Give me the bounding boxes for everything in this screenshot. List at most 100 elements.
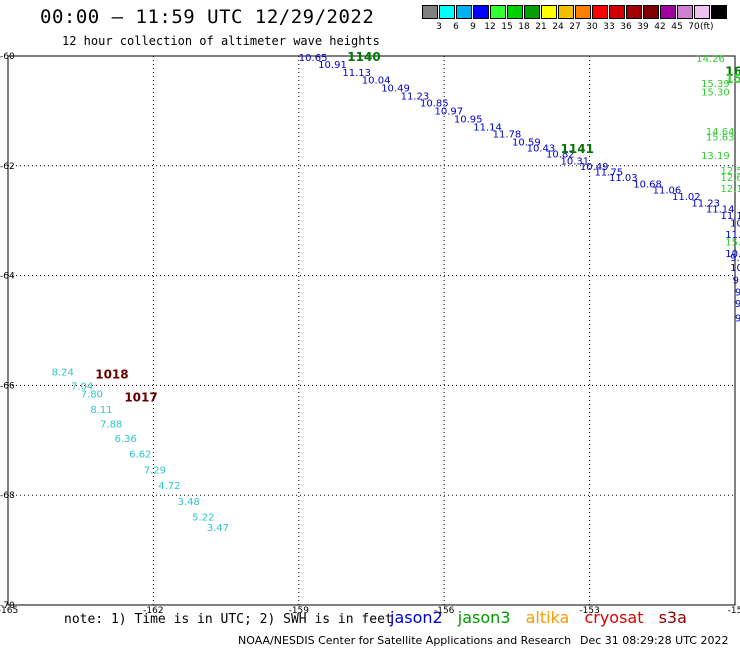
color-swatch <box>422 5 438 19</box>
wave-height-label: 11.57 <box>725 230 740 241</box>
wave-height-label: 10.43 <box>527 144 556 155</box>
color-scale-label: 24 <box>552 22 564 32</box>
wave-height-label: 8.24 <box>52 368 74 379</box>
generation-timestamp: Dec 31 08:29:28 UTC 2022 <box>580 634 729 647</box>
color-swatch <box>643 5 659 19</box>
wave-height-label: 3.47 <box>207 523 229 534</box>
color-swatch <box>609 5 625 19</box>
wave-height-label: 15. <box>725 238 740 249</box>
color-scale-label: 21 <box>535 22 547 32</box>
satellite-label-jason3: jason3 <box>457 608 511 627</box>
page-subtitle: 12 hour collection of altimeter wave hei… <box>62 34 380 48</box>
wave-height-label: 9. <box>733 275 740 286</box>
wave-height-label: 14.26 <box>696 54 725 65</box>
color-scale-label: 42 <box>654 22 666 32</box>
track-time-label: 1018 <box>95 367 128 381</box>
color-swatch <box>490 5 506 19</box>
longitude-tick-label: -159 <box>289 606 310 616</box>
track-time-label: 1141 <box>561 142 594 156</box>
wave-height-label: 4.72 <box>158 481 180 492</box>
satellite-legend: jason2 jason3 altika cryosat s3a <box>390 608 697 627</box>
wave-height-label: 10.3 <box>730 263 740 274</box>
wave-height-label: 10 <box>730 218 740 229</box>
wave-height-label: 10.49 <box>580 162 609 173</box>
color-scale-label: 27 <box>569 22 581 32</box>
wave-height-label: 11.75 <box>594 167 623 178</box>
color-scale-label: 6 <box>453 22 459 32</box>
color-swatch <box>694 5 710 19</box>
wave-height-label: 5.22 <box>192 513 214 524</box>
wave-height-label: 10.85 <box>420 99 449 110</box>
color-scale-label: 30 <box>586 22 598 32</box>
color-swatch <box>558 5 574 19</box>
wave-height-label: 7.80 <box>81 390 103 401</box>
color-scale-label: 36 <box>620 22 632 32</box>
color-swatch <box>575 5 591 19</box>
wave-height-label: 6.62 <box>129 449 151 460</box>
wave-height-label: 11.16 <box>720 211 740 222</box>
color-scale-label: 33 <box>603 22 615 32</box>
wave-height-label: 9 <box>735 288 740 299</box>
wave-height-label: 11.78 <box>493 129 522 140</box>
color-swatch <box>439 5 455 19</box>
wave-height-label: 10.8 <box>725 249 740 260</box>
wave-height-label: 14.64 <box>706 127 735 138</box>
wave-height-label: 10.31 <box>561 156 590 167</box>
wave-height-label: 7.29 <box>144 465 166 476</box>
longitude-tick-label: -153 <box>579 606 599 616</box>
wave-height-label: 10.97 <box>435 106 464 117</box>
wave-height-label: 9 <box>735 313 740 324</box>
color-swatch <box>541 5 557 19</box>
color-scale-label: 70 <box>688 22 700 32</box>
wave-height-label: 15.30 <box>701 88 730 99</box>
track-time-label: 1140 <box>347 50 380 64</box>
color-swatch <box>507 5 523 19</box>
footer-note: note: 1) Time is in UTC; 2) SWH is in fe… <box>64 612 393 627</box>
color-swatch <box>456 5 472 19</box>
color-scale-label: 45 <box>671 22 683 32</box>
color-swatch <box>626 5 642 19</box>
latitude-tick-label: -66 <box>0 381 15 391</box>
color-scale-label: 9 <box>470 22 476 32</box>
satellite-label-cryosat: cryosat <box>584 608 644 627</box>
color-swatch <box>524 5 540 19</box>
wave-height-label: 10.04 <box>362 76 391 87</box>
wave-height-label: 10.59 <box>512 138 541 149</box>
wave-height-label: 11.06 <box>653 185 682 196</box>
color-scale-label: 3 <box>436 22 442 32</box>
wave-height-label: 9. <box>735 299 740 310</box>
color-swatch <box>473 5 489 19</box>
latitude-tick-label: -68 <box>0 491 15 501</box>
wave-height-label: 11.23 <box>401 92 430 103</box>
wave-height-label: 10.65 <box>299 53 328 64</box>
longitude-tick-label: -162 <box>143 606 163 616</box>
wave-height-label: 11.14 <box>706 205 735 216</box>
color-scale-label: 18 <box>518 22 530 32</box>
credit-line: NOAA/NESDIS Center for Satellite Applica… <box>238 634 572 647</box>
track-time-label: 15.70 <box>725 72 740 86</box>
wave-height-label: 10.95 <box>454 115 483 126</box>
track-time-label: 1017 <box>124 390 157 404</box>
wave-height-label: 12.63 <box>720 173 740 184</box>
wave-height-label: 11.13 <box>342 68 371 79</box>
wave-height-label: 6.36 <box>115 434 137 445</box>
color-scale-label: 12 <box>484 22 496 32</box>
latitude-tick-label: -60 <box>0 52 15 62</box>
satellite-label-altika: altika <box>525 608 570 627</box>
wave-height-label: 9. <box>730 253 740 264</box>
latitude-tick-label: -62 <box>0 162 15 172</box>
track-time-label: 16.09 <box>725 64 740 78</box>
color-scale-label: 15 <box>501 22 513 32</box>
wave-height-label: 11.23 <box>691 199 720 210</box>
wave-height-label: 11.03 <box>609 173 638 184</box>
page-title: 00:00 – 11:59 UTC 12/29/2022 <box>40 6 375 28</box>
latitude-tick-label: -64 <box>0 272 15 282</box>
wave-height-label: 11.02 <box>672 192 701 203</box>
wave-height-label: 12.55 <box>720 166 740 177</box>
wave-height-label: 3.48 <box>178 497 200 508</box>
color-swatch <box>677 5 693 19</box>
color-scale-unit: (ft) <box>700 22 714 32</box>
wave-height-label: 7.04 <box>71 381 93 392</box>
wave-height-label: 11.14 <box>473 122 502 133</box>
satellite-label-jason2: jason2 <box>390 608 443 627</box>
